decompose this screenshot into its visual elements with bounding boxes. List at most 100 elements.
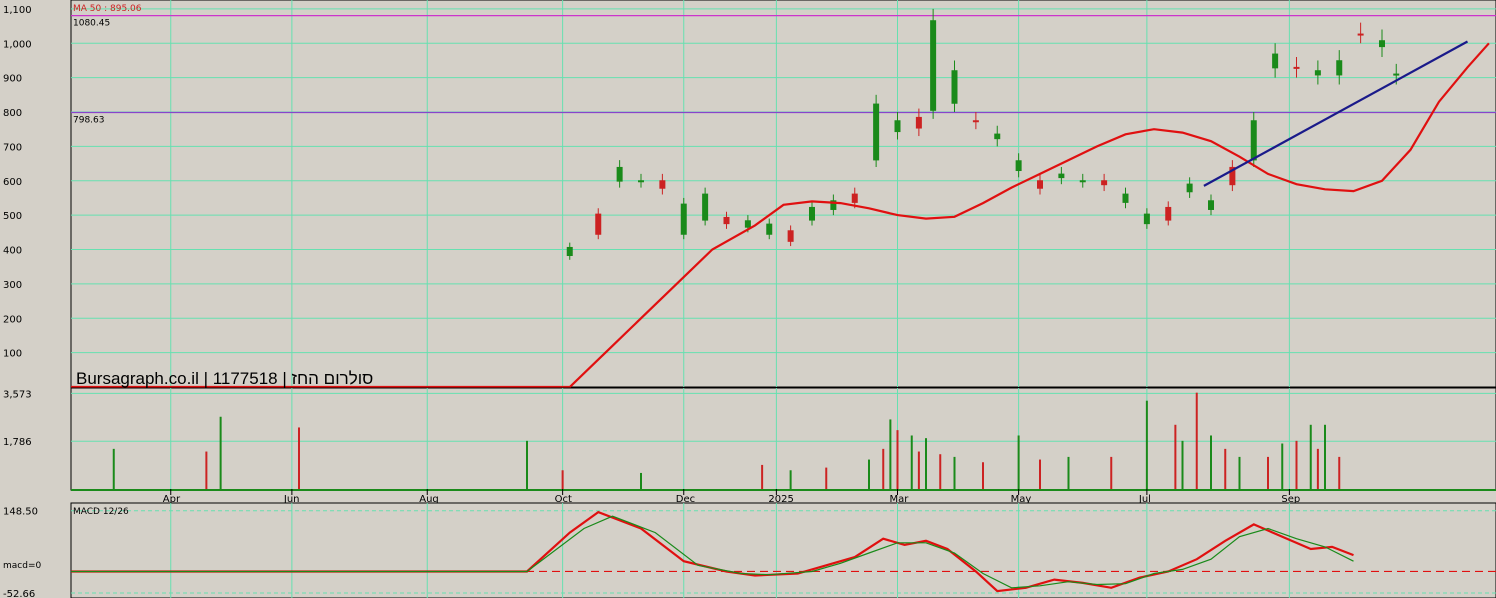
- price-candle-body: [659, 180, 666, 189]
- price-candle-body: [1143, 213, 1150, 225]
- volume-bar: [561, 470, 564, 489]
- price-y-tick-label: 500: [3, 211, 22, 222]
- price-candle-body: [638, 180, 644, 183]
- price-y-tick-label: 1,100: [3, 5, 32, 16]
- price-candle-body: [616, 166, 623, 182]
- macd-series-signal: [71, 515, 1354, 589]
- volume-bar: [896, 430, 899, 489]
- price-candle-body: [1165, 206, 1172, 221]
- price-candle-body: [930, 20, 937, 111]
- volume-bar: [1145, 400, 1148, 489]
- volume-panel: [70, 387, 1496, 491]
- price-candle-body: [1393, 73, 1400, 76]
- price-candle-body: [1314, 70, 1321, 76]
- price-candle-body: [680, 203, 687, 235]
- price-y-tick-label: 600: [3, 177, 22, 188]
- price-series-ma-50: [71, 42, 1490, 389]
- macd-series-macd: [71, 510, 1354, 593]
- volume-bar: [219, 416, 222, 489]
- volume-bar: [1195, 392, 1198, 489]
- price-candle-body: [566, 246, 573, 256]
- macd-y-tick-label: 148.50: [3, 507, 38, 518]
- volume-bar: [1210, 435, 1212, 489]
- x-tick-label: May: [1011, 494, 1032, 505]
- volume-bar: [1309, 424, 1312, 489]
- price-candle-body: [1122, 193, 1129, 203]
- volume-bar: [1067, 456, 1070, 489]
- volume-bar: [1281, 443, 1284, 489]
- volume-bar: [761, 464, 764, 489]
- volume-bar: [640, 472, 642, 489]
- price-y-tick-label: 300: [3, 280, 22, 291]
- price-candle-body: [830, 200, 837, 210]
- volume-bar: [1324, 424, 1326, 489]
- price-level-label: 798.63: [73, 115, 105, 125]
- price-candle-body: [1101, 180, 1108, 186]
- price-candle-body: [1208, 200, 1214, 210]
- x-tick-label: 2025: [768, 494, 793, 505]
- volume-bar: [889, 419, 892, 489]
- price-candle-body: [873, 103, 880, 161]
- price-level-label: 1080.45: [73, 19, 110, 29]
- volume-bar: [1338, 456, 1341, 489]
- volume-y-tick-label: 3,573: [3, 389, 32, 400]
- price-candle-body: [1186, 183, 1193, 193]
- volume-bar: [1017, 435, 1020, 489]
- price-series-trendline: [1203, 40, 1469, 187]
- price-candle-body: [1015, 160, 1022, 172]
- price-candle-body: [595, 213, 602, 235]
- price-candle-body: [1272, 53, 1279, 69]
- volume-bar: [1267, 456, 1269, 489]
- volume-bar: [882, 448, 885, 489]
- volume-bar: [868, 459, 870, 489]
- price-candle-body: [972, 120, 979, 123]
- price-candle-body: [1037, 180, 1043, 189]
- x-tick-label: Dec: [676, 494, 695, 505]
- volume-bar: [205, 451, 208, 489]
- volume-bar: [917, 451, 920, 489]
- price-panel: [70, 0, 1496, 388]
- price-candle-body: [915, 116, 922, 129]
- x-tick-label: Sep: [1281, 494, 1300, 505]
- volume-y-tick-label: 1,786: [3, 437, 32, 448]
- volume-bar: [910, 435, 913, 489]
- volume-bar: [825, 467, 828, 489]
- volume-bar: [1224, 448, 1227, 489]
- volume-bar: [298, 427, 300, 489]
- volume-bar: [982, 462, 984, 489]
- volume-bar: [1174, 424, 1177, 489]
- volume-bar: [1316, 448, 1319, 489]
- price-candle-body: [1379, 40, 1385, 48]
- price-y-tick-label: 1,000: [3, 39, 32, 50]
- volume-bar: [1238, 456, 1241, 489]
- price-candle-body: [994, 133, 1001, 140]
- volume-bar: [526, 440, 528, 489]
- price-candle-body: [1229, 166, 1236, 186]
- price-candle-body: [1250, 120, 1257, 161]
- macd-title: MACD 12/26: [73, 507, 129, 517]
- volume-bar: [939, 454, 942, 489]
- x-tick-label: Aug: [419, 494, 439, 505]
- price-candle-body: [1336, 60, 1343, 76]
- price-y-tick-label: 700: [3, 142, 22, 153]
- volume-bar: [1295, 440, 1298, 489]
- volume-bar: [953, 456, 956, 489]
- price-candle-body: [1079, 180, 1086, 183]
- price-y-tick-label: 100: [3, 349, 22, 360]
- x-tick-label: Jun: [283, 494, 300, 505]
- watermark: Bursagraph.co.il | 1177518 | סולרום החז: [76, 369, 373, 388]
- volume-bar: [1039, 459, 1041, 489]
- x-tick-label: Jul: [1138, 494, 1151, 505]
- volume-bar: [789, 470, 792, 489]
- macd-zero-label: macd=0: [3, 561, 41, 571]
- price-candle-body: [809, 206, 815, 221]
- volume-bar: [1181, 440, 1184, 489]
- price-candle-body: [1357, 33, 1364, 36]
- macd-panel: [70, 502, 1496, 598]
- price-candle-body: [1293, 66, 1300, 69]
- ma-label: MA 50 : 895.06: [73, 4, 142, 14]
- price-y-tick-label: 900: [3, 74, 22, 85]
- price-y-tick-label: 200: [3, 314, 22, 325]
- price-candle-body: [787, 230, 794, 242]
